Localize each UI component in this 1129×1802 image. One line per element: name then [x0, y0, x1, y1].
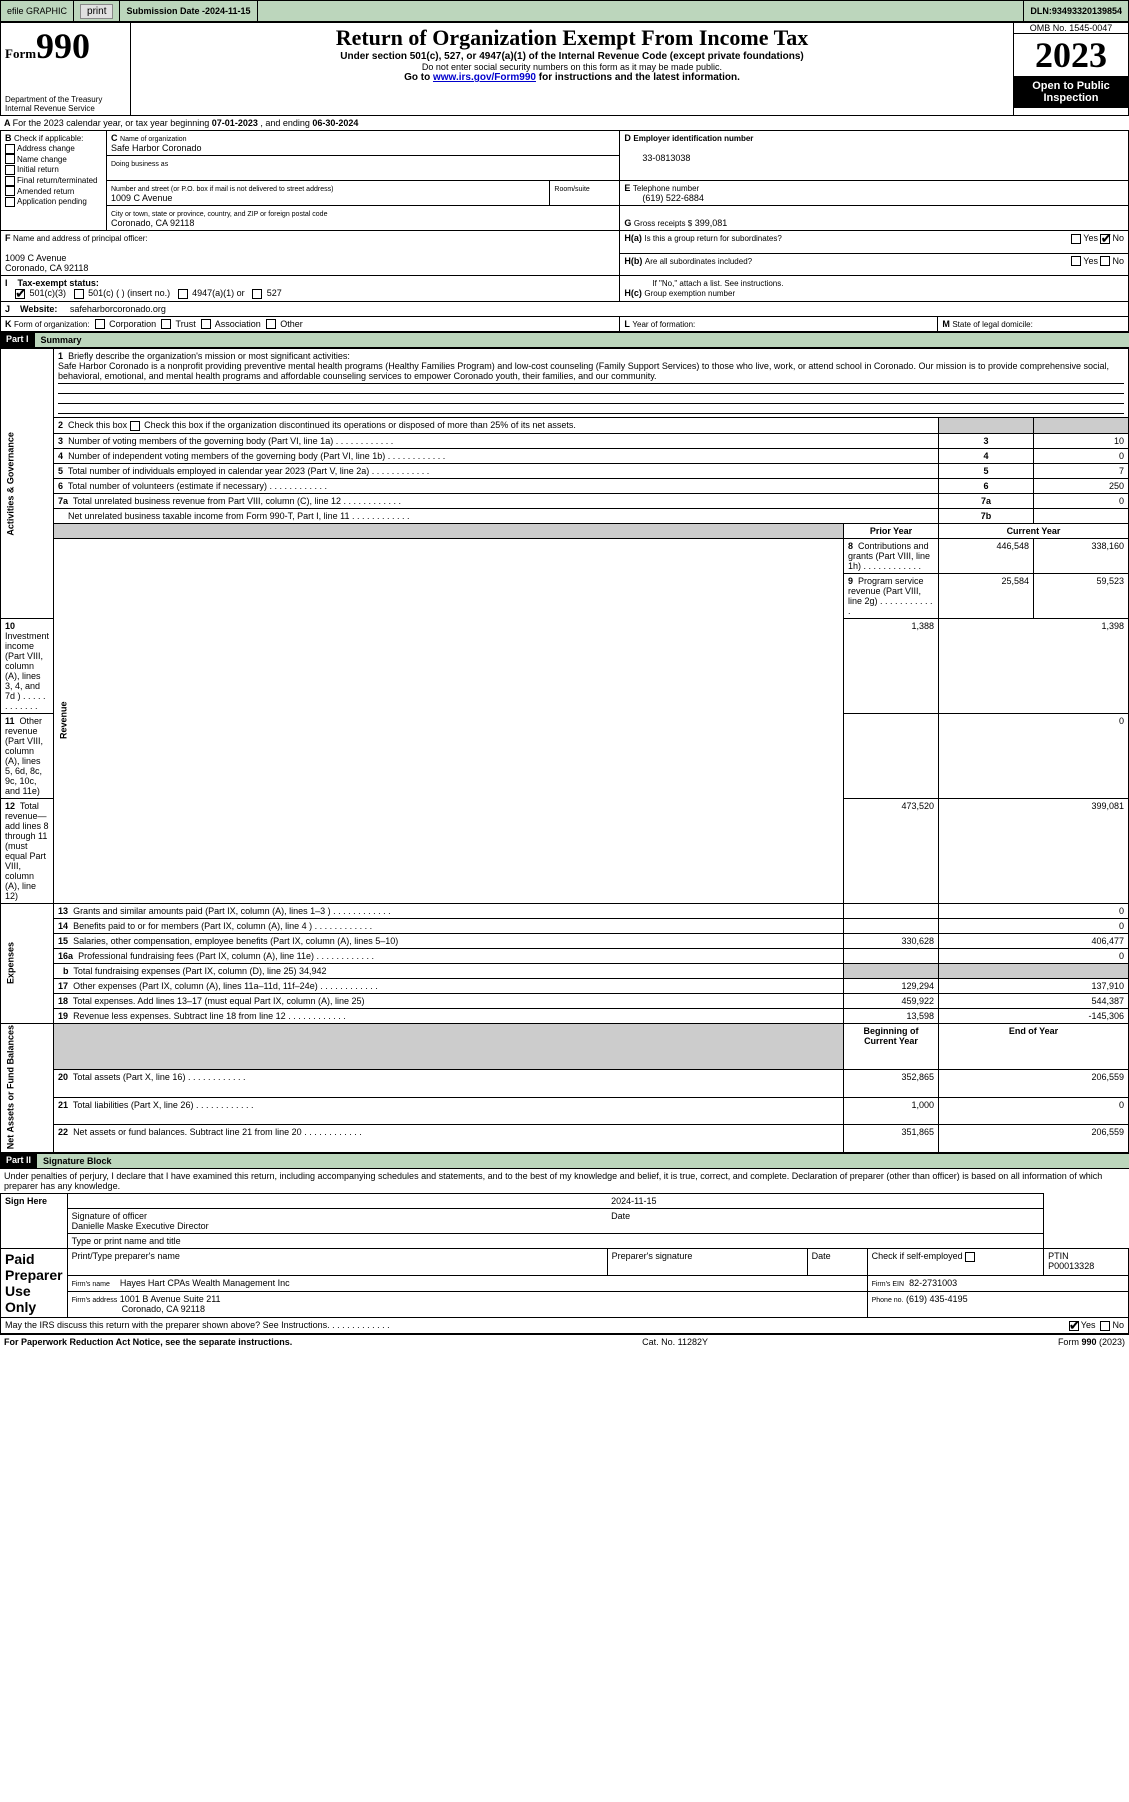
- firm-name: Hayes Hart CPAs Wealth Management Inc: [120, 1278, 290, 1288]
- org-name: Safe Harbor Coronado: [111, 143, 202, 153]
- form-990: Form990: [5, 25, 126, 67]
- firm-ein: 82-2731003: [909, 1278, 957, 1288]
- checkbox-self-employed[interactable]: [965, 1252, 975, 1262]
- part1-title: Summary: [35, 332, 1129, 348]
- vert-revenue: Revenue: [54, 538, 844, 903]
- ptin: P00013328: [1048, 1261, 1094, 1271]
- checkbox-501c3[interactable]: [15, 289, 25, 299]
- discuss-question: May the IRS discuss this return with the…: [5, 1320, 390, 1330]
- officer-addr1: 1009 C Avenue: [5, 253, 66, 263]
- return-subtitle: Under section 501(c), 527, or 4947(a)(1)…: [135, 51, 1009, 62]
- officer-addr2: Coronado, CA 92118: [5, 263, 88, 273]
- dln: DLN: 93493320139854: [1023, 1, 1128, 21]
- ein: 33-0813038: [624, 153, 690, 163]
- footer: For Paperwork Reduction Act Notice, see …: [0, 1334, 1129, 1349]
- checkbox-hb-yes[interactable]: [1071, 256, 1081, 266]
- website: safeharborcoronado.org: [70, 304, 166, 314]
- vert-governance: Activities & Governance: [1, 349, 54, 619]
- instructions-link-row: Go to www.irs.gov/Form990 for instructio…: [135, 72, 1009, 83]
- checkbox-discontinued[interactable]: [130, 421, 140, 431]
- paid-preparer: Paid Preparer Use Only: [1, 1249, 68, 1318]
- signature-table: Sign Here 2024-11-15 Signature of office…: [0, 1193, 1129, 1334]
- firm-phone: (619) 435-4195: [906, 1294, 968, 1304]
- street: 1009 C Avenue: [111, 193, 172, 203]
- checkbox-amended-return[interactable]: [5, 186, 15, 196]
- efile-label: efile GRAPHIC: [1, 1, 74, 21]
- part2-header: Part II: [0, 1153, 37, 1169]
- checkbox-other[interactable]: [266, 319, 276, 329]
- sig-date-val: 2024-11-15: [611, 1196, 656, 1206]
- return-title: Return of Organization Exempt From Incom…: [135, 25, 1009, 51]
- perjury-statement: Under penalties of perjury, I declare th…: [0, 1169, 1129, 1193]
- submission-date: Submission Date - 2024-11-15: [120, 1, 257, 21]
- print-button[interactable]: print: [80, 4, 113, 19]
- gross-receipts: 399,081: [695, 218, 728, 228]
- checkbox-application-pending[interactable]: [5, 197, 15, 207]
- checkbox-hb-no[interactable]: [1100, 256, 1110, 266]
- checkbox-4947[interactable]: [178, 289, 188, 299]
- checkbox-corp[interactable]: [95, 319, 105, 329]
- header-table: Form990 Department of the Treasury Inter…: [0, 22, 1129, 116]
- vert-expenses: Expenses: [1, 903, 54, 1023]
- checkbox-501c[interactable]: [74, 289, 84, 299]
- checkbox-ha-no[interactable]: [1100, 234, 1110, 244]
- mission-text: Safe Harbor Coronado is a nonprofit prov…: [58, 361, 1109, 381]
- checkbox-initial-return[interactable]: [5, 165, 15, 175]
- firm-addr1: 1001 B Avenue Suite 211: [120, 1294, 221, 1304]
- check-if-applicable: Check if applicable:: [14, 134, 83, 143]
- part2-title: Signature Block: [37, 1153, 1129, 1169]
- checkbox-final-return[interactable]: [5, 176, 15, 186]
- checkbox-discuss-no[interactable]: [1100, 1321, 1110, 1331]
- tax-year: 2023: [1014, 34, 1128, 76]
- paperwork-notice: For Paperwork Reduction Act Notice, see …: [4, 1337, 292, 1347]
- officer-name: Danielle Maske Executive Director: [72, 1221, 209, 1231]
- form-ref: Form 990 (2023): [1058, 1337, 1125, 1347]
- info-grid: B Check if applicable: Address change Na…: [0, 130, 1129, 332]
- checkbox-assoc[interactable]: [201, 319, 211, 329]
- vert-net-assets: Net Assets or Fund Balances: [1, 1023, 54, 1152]
- open-to-public: Open to Public Inspection: [1014, 76, 1128, 108]
- phone: (619) 522-6884: [624, 193, 704, 203]
- part1-table: Activities & Governance 1 Briefly descri…: [0, 348, 1129, 1153]
- line-a: A For the 2023 calendar year, or tax yea…: [0, 116, 1129, 130]
- checkbox-discuss-yes[interactable]: [1069, 1321, 1079, 1331]
- ssn-note: Do not enter social security numbers on …: [135, 62, 1009, 72]
- checkbox-name-change[interactable]: [5, 154, 15, 164]
- sign-here: Sign Here: [1, 1194, 68, 1249]
- top-bar: efile GRAPHIC print Submission Date - 20…: [0, 0, 1129, 22]
- checkbox-address-change[interactable]: [5, 144, 15, 154]
- cat-no: Cat. No. 11282Y: [642, 1337, 708, 1347]
- city: Coronado, CA 92118: [111, 218, 194, 228]
- checkbox-527[interactable]: [252, 289, 262, 299]
- firm-addr2: Coronado, CA 92118: [122, 1304, 205, 1314]
- checkbox-trust[interactable]: [161, 319, 171, 329]
- instructions-link[interactable]: www.irs.gov/Form990: [433, 72, 536, 83]
- part1-header: Part I: [0, 332, 35, 348]
- omb-number: OMB No. 1545-0047: [1014, 23, 1128, 34]
- dept-treasury: Department of the Treasury Internal Reve…: [5, 95, 126, 113]
- checkbox-ha-yes[interactable]: [1071, 234, 1081, 244]
